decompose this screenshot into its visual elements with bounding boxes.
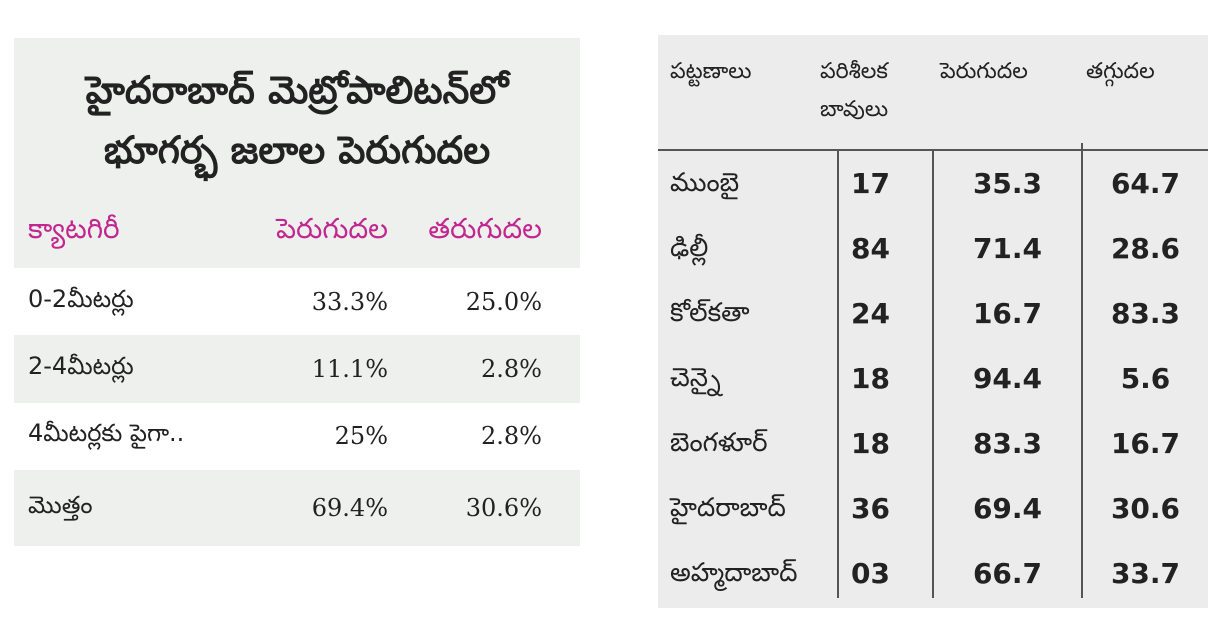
- title-line: హైదరాబాద్ మెట్రోపాలిటన్‌లో: [85, 68, 509, 112]
- table-cell: 18: [851, 427, 890, 460]
- header-cell: తగ్గుదల: [1086, 59, 1155, 84]
- table-cell: 0-2మీటర్లు: [28, 285, 134, 313]
- table-cell: మొత్తం: [28, 491, 93, 519]
- table-cell: 11.1%: [311, 355, 388, 383]
- table-cell: 16.7: [972, 297, 1043, 330]
- table-cell: 2.8%: [481, 355, 542, 383]
- header-rule: [658, 149, 1208, 151]
- table-cell: 36: [851, 492, 890, 525]
- header-row: క్యాటగిరీ పెరుగుదల తరుగుదల: [14, 196, 580, 268]
- table-row: 4మీటర్లకు పైగా.. 25% 2.8%: [14, 402, 580, 470]
- column-rule: [932, 151, 934, 598]
- table-cell: 25%: [334, 422, 388, 450]
- table-cell: 4మీటర్లకు పైగా..: [28, 419, 185, 447]
- header-cell: తరుగుదల: [428, 212, 542, 245]
- table-cell: 2.8%: [481, 422, 542, 450]
- table-cell: 33.3%: [311, 288, 388, 316]
- table-cell: చెన్నై: [670, 363, 721, 393]
- left-table: హైదరాబాద్ మెట్రోపాలిటన్‌లో భూగర్భ జలాల పె…: [14, 38, 580, 548]
- table-cell: కోల్‌కతా: [670, 298, 750, 328]
- table-cell: 17: [851, 167, 890, 200]
- table-cell: 83.3: [1110, 297, 1181, 330]
- header-cell: పట్టణాలు: [670, 59, 752, 84]
- table-cell: 25.0%: [465, 288, 542, 316]
- table-cell: 5.6: [1120, 362, 1171, 395]
- table-cell: 69.4: [972, 492, 1043, 525]
- table-cell: ఢిల్లీ: [670, 233, 709, 263]
- table-cell: 69.4%: [311, 494, 388, 522]
- column-rule: [837, 151, 839, 598]
- table-cell: 71.4: [972, 232, 1043, 265]
- table-cell: 83.3: [972, 427, 1043, 460]
- table-cell: 94.4: [972, 362, 1043, 395]
- header-cell: పెరుగుదల: [940, 59, 1028, 84]
- table-cell: హైదరాబాద్: [670, 493, 786, 523]
- table-cell: 33.7: [1110, 557, 1181, 590]
- table-cell: ముంబై: [670, 168, 740, 198]
- header-cell: పెరుగుదల: [276, 212, 388, 245]
- table-cell: 28.6: [1110, 232, 1181, 265]
- right-table: పట్టణాలు పరిశీలక బావులు పెరుగుదల తగ్గుదల ముం…: [658, 35, 1208, 608]
- table-cell: 35.3: [972, 167, 1043, 200]
- table-cell: 16.7: [1110, 427, 1181, 460]
- table-cell: 66.7: [972, 557, 1043, 590]
- table-cell: 84: [851, 232, 890, 265]
- left-title: హైదరాబాద్ మెట్రోపాలిటన్‌లో భూగర్భ జలాల పె…: [14, 38, 580, 196]
- table-cell: 03: [851, 557, 890, 590]
- table-cell: బెంగళూర్: [670, 428, 768, 458]
- table-row: మొత్తం 69.4% 30.6%: [14, 470, 580, 546]
- table-cell: 2-4మీటర్లు: [28, 352, 134, 380]
- table-row: 0-2మీటర్లు 33.3% 25.0%: [14, 268, 580, 336]
- column-rule: [1081, 143, 1083, 598]
- table-cell: 18: [851, 362, 890, 395]
- title-line: భూగర్భ జలాల పెరుగుదల: [103, 128, 491, 172]
- table-cell: 30.6: [1110, 492, 1181, 525]
- table-cell: 64.7: [1110, 167, 1181, 200]
- table-row: 2-4మీటర్లు 11.1% 2.8%: [14, 335, 580, 403]
- table-cell: 24: [851, 297, 890, 330]
- header-cell: క్యాటగిరీ: [28, 212, 120, 245]
- header-cell: పరిశీలక బావులు: [820, 59, 889, 122]
- table-cell: 30.6%: [465, 494, 542, 522]
- table-cell: అహ్మదాబాద్: [670, 558, 798, 588]
